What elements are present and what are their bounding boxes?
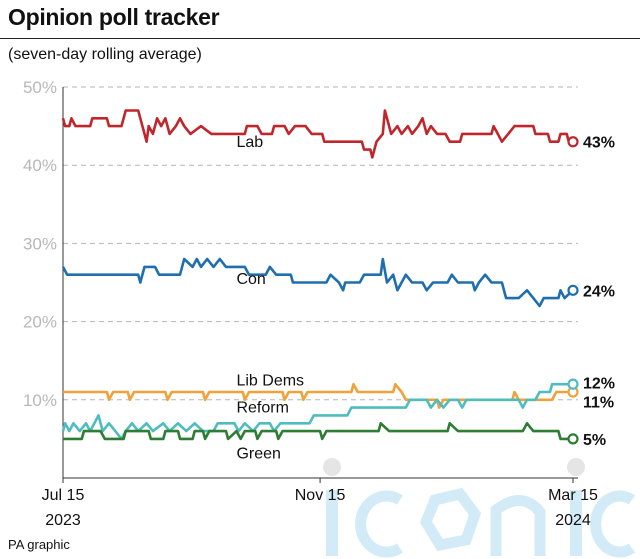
watermark-dot-right	[567, 458, 585, 476]
x-tick-label: Mar 15	[548, 487, 598, 504]
series-label-green: Green	[236, 445, 280, 462]
watermark-letter-n	[490, 495, 546, 556]
chart-title: Opinion poll tracker	[8, 4, 220, 30]
watermark-letter-c2	[590, 490, 636, 558]
watermark-letter-c	[355, 490, 403, 558]
watermark-letter-o	[419, 487, 482, 552]
iconic-watermark	[323, 458, 636, 558]
series-label-lib-dems: Lib Dems	[236, 373, 304, 390]
series-line-reform	[61, 382, 573, 441]
series-end-marker-con	[567, 284, 579, 296]
series-end-marker-lab	[567, 136, 579, 148]
watermark-letter-i2	[570, 490, 582, 556]
end-value-label-lib-dems: 11%	[583, 394, 614, 411]
title-divider	[0, 38, 640, 39]
end-value-label-lab: 43%	[583, 135, 615, 152]
series-label-reform: Reform	[236, 399, 288, 416]
end-value-label-reform: 12%	[583, 376, 615, 393]
y-tick-label: 10%	[23, 391, 57, 410]
series-end-marker-reform	[567, 378, 579, 390]
series-end-marker-green	[567, 433, 579, 445]
series-line-lib-dems	[63, 382, 573, 409]
watermark-letter-i	[326, 490, 338, 556]
y-tick-label: 30%	[23, 234, 57, 253]
watermark-dot-left	[323, 458, 341, 476]
series-label-con: Con	[236, 271, 265, 288]
series-line-lab	[61, 109, 573, 159]
source-credit: PA graphic	[8, 537, 70, 552]
series-line-con	[61, 257, 574, 308]
x-tick-year-label: 2024	[555, 512, 591, 529]
series-line-green	[63, 422, 573, 441]
x-tick-year-label: 2023	[45, 512, 81, 529]
end-value-label-green: 5%	[583, 432, 606, 449]
chart-subtitle: (seven-day rolling average)	[8, 46, 202, 63]
x-tick-label: Jul 15	[42, 487, 85, 504]
x-tick-label: Nov 15	[295, 487, 346, 504]
series-label-lab: Lab	[236, 134, 263, 151]
y-tick-label: 50%	[23, 78, 57, 97]
y-tick-label: 20%	[23, 313, 57, 332]
y-tick-label: 40%	[23, 156, 57, 175]
end-value-label-con: 24%	[583, 283, 615, 300]
